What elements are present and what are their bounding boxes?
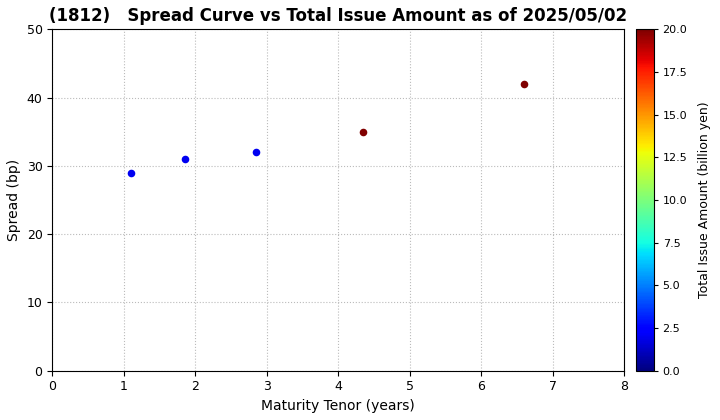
Y-axis label: Spread (bp): Spread (bp) [7,159,21,241]
Y-axis label: Total Issue Amount (billion yen): Total Issue Amount (billion yen) [698,102,711,298]
X-axis label: Maturity Tenor (years): Maturity Tenor (years) [261,399,415,413]
Point [179,156,190,163]
Point [251,149,262,155]
Point [358,129,369,135]
Point [125,169,137,176]
Point [518,81,530,87]
Title: (1812)   Spread Curve vs Total Issue Amount as of 2025/05/02: (1812) Spread Curve vs Total Issue Amoun… [49,7,627,25]
